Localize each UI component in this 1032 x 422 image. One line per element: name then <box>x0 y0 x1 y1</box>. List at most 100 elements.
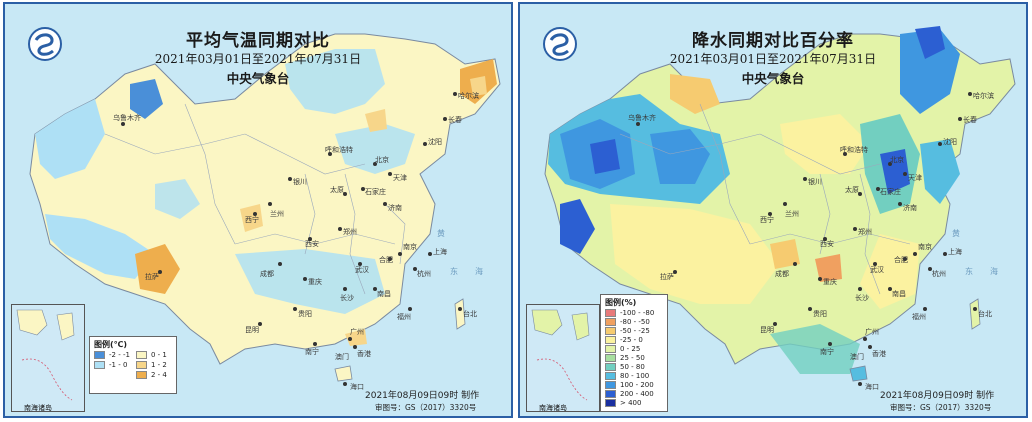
agency-name: 中央气象台 <box>741 71 805 86</box>
city-label: 昆明 <box>245 326 259 334</box>
city-label: 拉萨 <box>660 272 674 281</box>
city-label: 海口 <box>350 382 364 391</box>
city-label: 南宁 <box>305 347 319 356</box>
city-label: 银川 <box>808 177 822 186</box>
city-label: 郑州 <box>858 228 872 236</box>
city-label: 沈阳 <box>428 137 442 146</box>
city-label: 长春 <box>448 115 462 124</box>
precipitation-legend: 图例(%) -100 - -80 -80 - -50 -50 - -25 -25… <box>600 294 668 412</box>
city-label: 合肥 <box>379 255 393 264</box>
inset-label: 南海诸岛 <box>24 404 52 412</box>
date-range: 2021年03月01日至2021年07月31日 <box>154 52 362 66</box>
legend-item: 80 - 100 <box>605 372 649 380</box>
city-label: 兰州 <box>270 209 284 218</box>
city-label: 澳门 <box>850 352 864 361</box>
city-label: 天津 <box>908 174 922 182</box>
city-label: 太原 <box>330 185 344 194</box>
city-label: 石家庄 <box>365 187 386 196</box>
legend-title: 图例(%) <box>605 298 637 307</box>
city-label: 兰州 <box>785 209 799 218</box>
legend-item: 200 - 400 <box>605 390 654 398</box>
city-label: 重庆 <box>308 277 322 286</box>
city-label: 呼和浩特 <box>840 145 868 154</box>
south-china-sea-inset: 南海诸岛 <box>11 304 85 412</box>
city-label: 上海 <box>948 247 962 256</box>
legend-item: 25 - 50 <box>605 354 645 362</box>
city-label: 贵阳 <box>298 309 312 318</box>
legend-item: 0 - 1 <box>136 351 167 359</box>
city-label: 银川 <box>293 177 307 186</box>
temperature-legend: 图例(℃) -2 - -1 -1 - 0 0 - 1 1 - 2 2 - 4 <box>89 336 177 394</box>
svg-text:黄: 黄 <box>952 228 960 238</box>
cma-logo-icon <box>543 27 577 61</box>
city-label: 成都 <box>260 269 274 278</box>
svg-text:海: 海 <box>990 266 998 276</box>
city-label: 香港 <box>872 349 886 358</box>
legend-title: 图例(℃) <box>94 340 127 349</box>
city-label: 合肥 <box>894 255 908 264</box>
legend-item: 1 - 2 <box>136 361 167 369</box>
city-label: 呼和浩特 <box>325 145 353 154</box>
city-label: 西宁 <box>760 215 774 224</box>
city-label: 昆明 <box>760 326 774 334</box>
city-label: 福州 <box>397 312 411 321</box>
precipitation-map-panel: 黄 东 海 <box>518 2 1028 418</box>
south-china-sea-inset: 南海诸岛 <box>526 304 600 412</box>
map-title: 降水同期对比百分率 <box>692 31 854 51</box>
city-label: 郑州 <box>343 228 357 236</box>
city-label: 天津 <box>393 174 407 182</box>
city-label: 太原 <box>845 185 859 194</box>
city-label: 沈阳 <box>943 137 957 146</box>
svg-text:黄: 黄 <box>437 228 445 238</box>
city-label: 北京 <box>375 155 389 164</box>
city-label: 成都 <box>775 269 789 278</box>
city-label: 南宁 <box>820 347 834 356</box>
svg-text:海: 海 <box>475 266 483 276</box>
city-label: 贵阳 <box>813 309 827 318</box>
city-label: 台北 <box>463 309 477 318</box>
legend-item: 2 - 4 <box>136 371 167 379</box>
legend-item: -80 - -50 <box>605 318 650 326</box>
svg-text:东: 东 <box>450 266 458 276</box>
cma-logo-icon <box>28 27 62 61</box>
city-label: 乌鲁木齐 <box>113 113 141 122</box>
city-label: 海口 <box>865 382 879 391</box>
production-time: 2021年08月09日09时 制作 <box>880 391 995 401</box>
legend-item: -50 - -25 <box>605 327 650 335</box>
city-label: 福州 <box>912 312 926 321</box>
legend-item: 0 - 25 <box>605 345 640 353</box>
city-label: 南京 <box>918 242 932 251</box>
city-label: 拉萨 <box>145 272 159 281</box>
city-label: 北京 <box>890 155 904 164</box>
city-label: 广州 <box>350 327 364 336</box>
city-label: 上海 <box>433 247 447 256</box>
legend-item: -100 - -80 <box>605 309 654 317</box>
city-label: 杭州 <box>417 269 431 278</box>
city-label: 香港 <box>357 349 371 358</box>
inset-label: 南海诸岛 <box>539 404 567 412</box>
city-label: 重庆 <box>823 277 837 286</box>
city-label: 长春 <box>963 115 977 124</box>
city-label: 南昌 <box>892 289 906 298</box>
temperature-map-panel: 黄 东 海 <box>3 2 513 418</box>
legend-item: -2 - -1 <box>94 351 130 359</box>
city-label: 武汉 <box>355 265 369 274</box>
city-label: 长沙 <box>340 293 354 302</box>
legend-item: 100 - 200 <box>605 381 654 389</box>
legend-item: -25 - 0 <box>605 336 643 344</box>
city-label: 台北 <box>978 309 992 318</box>
city-label: 长沙 <box>855 293 869 302</box>
production-time: 2021年08月09日09时 制作 <box>365 391 480 401</box>
svg-text:东: 东 <box>965 266 973 276</box>
city-label: 哈尔滨 <box>458 91 479 100</box>
city-label: 南京 <box>403 242 417 251</box>
agency-name: 中央气象台 <box>226 71 290 86</box>
review-number: 审图号：GS（2017）3320号 <box>890 403 992 412</box>
precipitation-map: 黄 东 海 <box>544 26 1016 391</box>
legend-item: > 400 <box>605 399 641 407</box>
date-range: 2021年03月01日至2021年07月31日 <box>669 52 877 66</box>
city-label: 石家庄 <box>880 187 901 196</box>
legend-item: 50 - 80 <box>605 363 645 371</box>
city-label: 武汉 <box>870 265 884 274</box>
temperature-map: 黄 东 海 <box>29 33 501 391</box>
